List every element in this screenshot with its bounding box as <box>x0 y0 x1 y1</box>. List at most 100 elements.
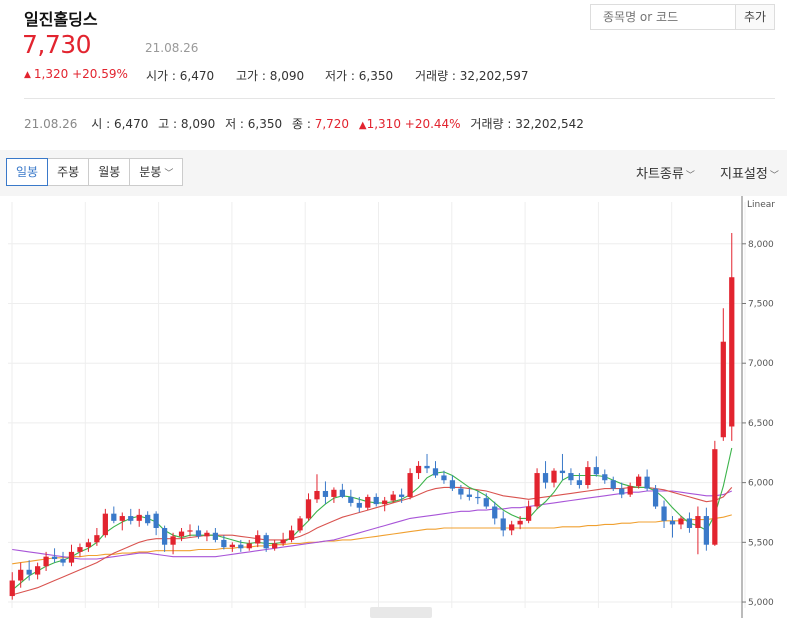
candle-body <box>153 513 159 528</box>
open-value: 6,470 <box>179 69 215 83</box>
candle-body <box>170 536 176 545</box>
candle-body <box>602 474 608 481</box>
candle-body <box>305 499 312 519</box>
daily-summary: 21.08.26 시 : 6,470 고 : 8,090 저 : 6,350 종… <box>24 115 584 132</box>
candle-body <box>314 490 320 500</box>
stock-name[interactable]: 일진홀딩스 <box>24 10 98 29</box>
daily-high: 8,090 <box>180 117 216 131</box>
open-price: 시가 : 6,470 <box>146 67 214 84</box>
candle-body <box>669 520 676 525</box>
candle-body <box>517 520 523 525</box>
candle-body <box>466 494 472 497</box>
daily-up-triangle-icon: ▲ <box>358 120 367 131</box>
daily-low-label: 저 : <box>225 117 248 131</box>
candle-body <box>43 556 49 567</box>
candle-body <box>238 544 244 549</box>
candle-body <box>568 473 574 481</box>
candle-body <box>204 532 210 537</box>
chevron-down-icon: ﹀ <box>164 169 174 179</box>
candle-body <box>187 530 193 532</box>
candle-body <box>68 551 75 563</box>
scale-type-label: Linear <box>747 200 775 210</box>
candle-body <box>627 486 633 495</box>
candle-body <box>424 465 430 469</box>
y-axis-tick-label: 7,500 <box>748 300 774 310</box>
candle-body <box>441 475 447 481</box>
candle-body <box>500 518 506 531</box>
candle-body <box>60 559 66 563</box>
candle-body <box>644 476 650 489</box>
candle-body <box>458 488 464 495</box>
daily-high-label: 고 : <box>158 117 181 131</box>
candlestick-chart[interactable]: 8,000 7,500 7,000 6,500 6,000 5,500 5,000 Linea… <box>0 196 787 618</box>
candle-body <box>102 513 108 536</box>
candle-body <box>729 277 735 427</box>
price-change: ▲ 1,320 +20.59% <box>24 67 128 81</box>
candle-body <box>551 470 557 483</box>
daily-close: 7,720 <box>314 117 350 131</box>
candle-body <box>322 490 329 497</box>
candle-body <box>94 535 100 543</box>
tab-weekly[interactable]: 주봉 <box>48 158 90 186</box>
tab-minute[interactable]: 분봉 ﹀ <box>130 158 184 186</box>
add-button[interactable]: 추가 <box>735 4 775 30</box>
high-value: 8,090 <box>269 69 305 83</box>
indicator-settings-label: 지표설정 <box>720 167 768 182</box>
candle-body <box>636 476 642 487</box>
up-triangle-icon: ▲ <box>24 70 31 80</box>
candle-body <box>415 465 422 474</box>
low-price: 저가 : 6,350 <box>325 67 393 84</box>
candle-body <box>373 496 379 505</box>
candle-body <box>119 516 125 521</box>
daily-volume-label: 거래량 : <box>470 117 516 131</box>
candle-body <box>280 539 286 544</box>
search-input[interactable] <box>590 4 736 30</box>
ma120-line <box>12 514 732 565</box>
chart-type-dropdown[interactable]: 차트종류 ﹀ <box>636 163 695 182</box>
indicator-settings-dropdown[interactable]: 지표설정 ﹀ <box>720 163 779 182</box>
candle-body <box>145 514 151 524</box>
candle-body <box>695 516 701 528</box>
candle-body <box>272 543 278 549</box>
daily-date: 21.08.26 <box>24 117 78 131</box>
candle-body <box>221 539 227 548</box>
candle-body <box>593 467 599 475</box>
candle-body <box>534 473 540 507</box>
high-label: 고가 : <box>236 69 270 83</box>
high-price: 고가 : 8,090 <box>236 67 304 84</box>
daily-volume: 32,202,542 <box>515 117 584 131</box>
candle-body <box>686 518 693 528</box>
candle-body <box>128 516 134 521</box>
chart-scroll-handle[interactable] <box>370 607 432 618</box>
candle-body <box>18 569 24 581</box>
price-chart[interactable]: 8,000 7,500 7,000 6,500 6,000 5,500 5,000 Linea… <box>0 196 787 618</box>
volume-label: 거래량 : <box>415 69 460 83</box>
price-date: 21.08.26 <box>145 41 199 55</box>
candle-body <box>288 530 295 540</box>
candle-body <box>399 494 405 497</box>
period-tabs: 일봉 주봉 월봉 분봉 ﹀ <box>6 158 184 186</box>
candle-body <box>136 514 142 521</box>
candle-body <box>432 468 439 476</box>
candle-body <box>365 496 371 508</box>
daily-low: 6,350 <box>247 117 283 131</box>
candle-body <box>661 506 667 521</box>
open-label: 시가 : <box>146 69 180 83</box>
candle-body <box>195 530 202 537</box>
candle-body <box>559 470 566 474</box>
candle-body <box>576 480 583 486</box>
chevron-down-icon: ﹀ <box>685 171 695 181</box>
tab-daily[interactable]: 일봉 <box>6 158 49 186</box>
candle-body <box>246 543 252 549</box>
tab-monthly[interactable]: 월봉 <box>89 158 131 186</box>
divider <box>24 98 775 99</box>
candle-body <box>297 518 303 531</box>
candle-body <box>585 467 591 486</box>
y-axis-tick-label: 6,500 <box>748 419 774 429</box>
ma60-line <box>12 490 733 560</box>
candle-body <box>331 489 337 497</box>
candle-body <box>720 341 726 438</box>
candle-body <box>619 488 625 495</box>
candle-body <box>356 502 362 508</box>
y-axis-tick-label: 5,500 <box>748 538 774 548</box>
